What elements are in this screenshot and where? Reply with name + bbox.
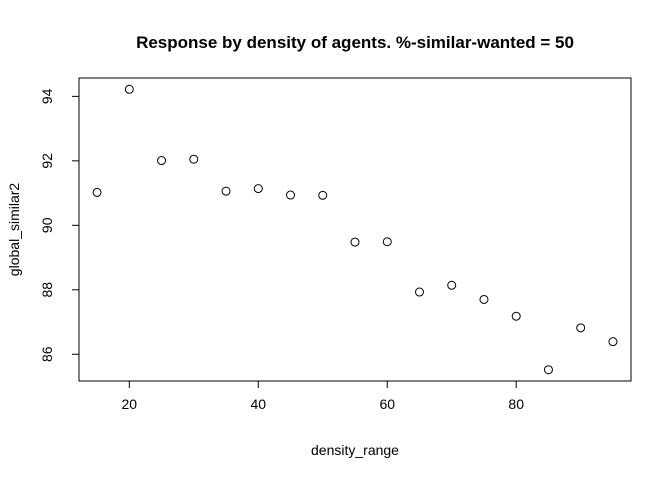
- data-point: [608, 337, 618, 347]
- x-tick-label: 80: [508, 396, 524, 412]
- data-point: [157, 156, 167, 166]
- y-axis: 86 88 90 92 94: [39, 88, 80, 362]
- data-point: [253, 184, 263, 194]
- y-tick-label: 94: [39, 88, 55, 104]
- data-point: [414, 287, 424, 297]
- data-point: [576, 323, 586, 333]
- data-point: [189, 154, 199, 164]
- y-axis-label: global_similar2: [6, 183, 22, 277]
- data-point: [479, 294, 489, 304]
- data-point: [92, 187, 102, 197]
- data-point: [447, 280, 457, 290]
- data-point: [221, 186, 231, 196]
- plot-area-frame: [78, 77, 632, 382]
- data-point: [286, 190, 296, 200]
- data-point: [350, 237, 360, 247]
- chart-title: Response by density of agents. %-similar…: [136, 33, 574, 52]
- y-tick-label: 88: [39, 282, 55, 298]
- x-axis: 20 40 60 80: [122, 380, 524, 412]
- data-point: [382, 237, 392, 247]
- x-tick-label: 60: [379, 396, 395, 412]
- x-tick-label: 20: [122, 396, 138, 412]
- y-tick-label: 86: [39, 346, 55, 362]
- x-axis-label: density_range: [311, 442, 399, 458]
- data-point: [543, 365, 553, 375]
- data-point: [124, 84, 134, 94]
- data-point: [318, 190, 328, 200]
- y-tick-label: 92: [39, 153, 55, 169]
- data-point: [511, 311, 521, 321]
- data-points: [92, 84, 618, 375]
- x-tick-label: 40: [250, 396, 266, 412]
- y-tick-label: 90: [39, 217, 55, 233]
